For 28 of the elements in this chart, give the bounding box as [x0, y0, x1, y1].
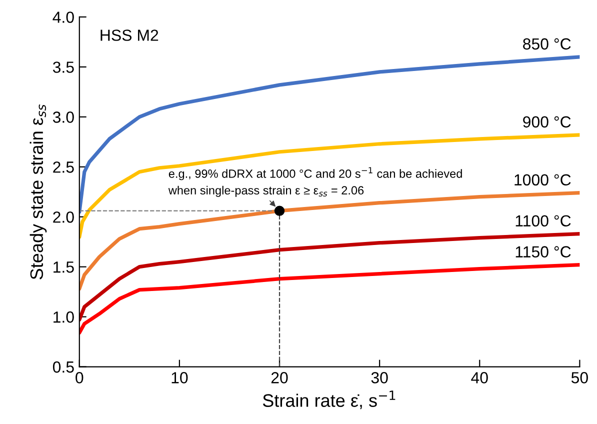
annotation: when single-pass strain ε ≥ ε$_{ss}$ = 2.06	[168, 186, 364, 197]
y-tick-label: 2.5	[53, 162, 74, 173]
line-series	[79, 263, 580, 335]
annotation: HSS M2	[100, 30, 158, 41]
y-tick-label: 3.5	[52, 62, 74, 73]
series-label: 850 °C	[523, 38, 571, 50]
y-tick-label: 0.5	[52, 361, 74, 373]
y-axis-title: Steady state strain ε$_{ss}$	[30, 104, 47, 280]
series-label: 900 °C	[523, 116, 571, 128]
x-tick-label: 0	[76, 372, 84, 384]
x-tick-label: 50	[571, 372, 588, 384]
y-tick-label: 1.5	[54, 262, 74, 273]
series-label: 1000 °C	[514, 174, 571, 186]
annotation: e.g., 99% dDRX at 1000 °C and 20 s$^{−1}$ can be achieved	[168, 167, 462, 180]
y-tick-label: 3.0	[52, 112, 74, 123]
x-tick-label: 20	[271, 372, 288, 384]
x-tick-label: 30	[371, 372, 388, 384]
series-label: 1100 °C	[516, 215, 571, 227]
x-tick-label: 40	[471, 372, 488, 384]
line-series	[79, 232, 580, 322]
series-label: 1150 °C	[516, 246, 571, 258]
y-tick-label: 4.0	[52, 12, 74, 23]
line-series	[79, 133, 580, 239]
x-axis-title: Strain rate ε̇, s$^{−1}$	[262, 390, 396, 410]
y-tick-label: 1.0	[54, 311, 74, 323]
line-series	[79, 55, 580, 214]
y-tick-label: 2.0	[53, 211, 74, 223]
x-tick-label: 10	[172, 372, 188, 384]
